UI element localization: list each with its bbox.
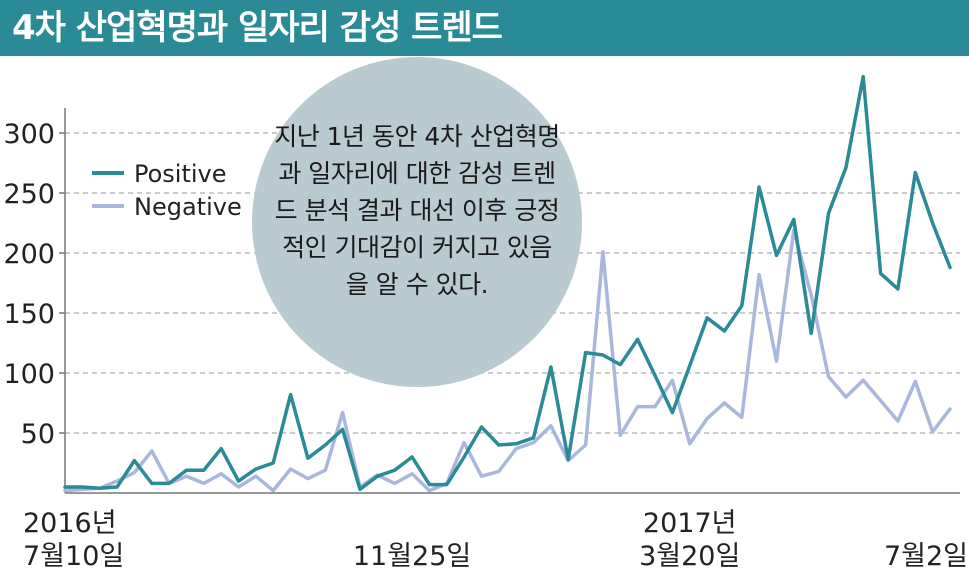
annotation-bubble (252, 57, 582, 387)
annotation-text: 지난 1년 동안 4차 산업혁명과 일자리에 대한 감성 트렌드 분석 결과 대… (274, 122, 560, 299)
x-tick-label: 3월20일 (639, 541, 740, 569)
x-tick-label: 11월25일 (353, 541, 471, 569)
series-line-negative (63, 228, 952, 493)
x-tick-label: 2017년 (643, 508, 737, 539)
y-tick-label: 50 (21, 419, 55, 450)
legend-label: Positive (134, 160, 227, 188)
y-tick-label: 300 (3, 119, 55, 150)
y-axis: 50 100 150 200 250 300 (3, 119, 65, 450)
title-bar: 4차 산업혁명과 일자리 감성 트렌드 (0, 0, 969, 56)
y-tick-label: 250 (3, 179, 55, 210)
series-line-positive (63, 74, 952, 492)
x-tick-label: 2016년 (23, 508, 117, 539)
legend-label: Negative (134, 193, 242, 221)
y-tick-label: 100 (3, 359, 55, 390)
chart-title: 4차 산업혁명과 일자리 감성 트렌드 (12, 8, 503, 48)
y-tick-label: 200 (3, 239, 55, 270)
x-tick-label: 7월2일 (884, 541, 968, 569)
x-tick-label: 7월10일 (23, 541, 124, 569)
series-group (63, 74, 952, 493)
y-tick-label: 150 (3, 299, 55, 330)
legend: Positive Negative (92, 160, 242, 221)
